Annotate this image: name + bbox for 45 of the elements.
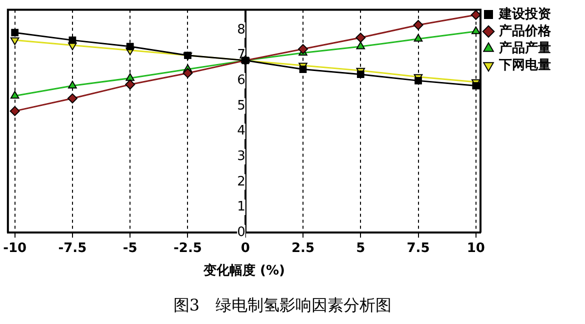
- point: [471, 26, 480, 34]
- x-tick-label: 2.5: [291, 240, 315, 256]
- point: [125, 79, 136, 90]
- point: [10, 90, 20, 99]
- point: [356, 42, 366, 50]
- x-tick-label: 5: [356, 240, 366, 256]
- point: [414, 77, 422, 84]
- y-tick-label: 2: [237, 174, 246, 190]
- point: [298, 44, 308, 54]
- y-tick-label: 0: [237, 224, 246, 240]
- point: [356, 32, 366, 43]
- text: 图3 绿电制氢影响因素分析图: [173, 296, 392, 315]
- legend-label: 建设投资: [498, 6, 551, 22]
- legend-label: 下网电量: [498, 58, 551, 73]
- point: [472, 82, 480, 90]
- y-tick-label: 6: [237, 73, 246, 88]
- x-tick-label: -10: [3, 240, 27, 256]
- point: [11, 28, 19, 36]
- x-tick-label: -2.5: [174, 240, 202, 256]
- point: [414, 34, 423, 42]
- point: [126, 42, 134, 50]
- x-tick-label: 10: [466, 240, 485, 256]
- point: [67, 93, 78, 104]
- point: [299, 66, 307, 73]
- legend-label: 产品价格: [498, 22, 552, 39]
- point: [470, 10, 480, 20]
- point: [68, 36, 76, 44]
- y-tick-label: 8: [237, 22, 246, 38]
- point: [68, 80, 77, 89]
- point: [182, 68, 193, 78]
- y-tick-label: 5: [237, 98, 246, 114]
- x-tick-label: 7.5: [406, 240, 430, 256]
- y-tick-label: 4: [237, 124, 246, 139]
- legend-label: 产品产量: [498, 40, 551, 56]
- x-tick-label: -7.5: [58, 240, 87, 256]
- point: [10, 37, 20, 46]
- point: [413, 20, 424, 30]
- y-tick-label: 3: [237, 149, 246, 164]
- point: [356, 70, 364, 78]
- point: [10, 106, 20, 116]
- point: [126, 73, 134, 81]
- y-tick-label: 7: [237, 48, 246, 63]
- x-axis-title: 变化幅度 (%): [202, 262, 285, 278]
- y-tick-label: 1: [237, 200, 246, 215]
- x-tick-label: -5: [122, 240, 138, 256]
